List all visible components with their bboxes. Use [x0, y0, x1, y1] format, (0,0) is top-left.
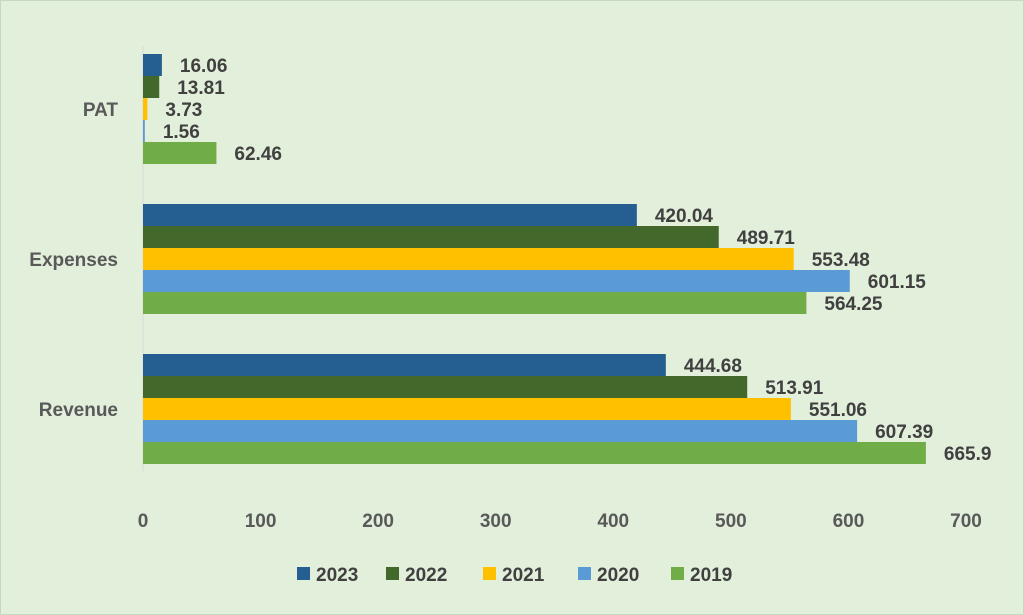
legend-swatch-2023	[297, 567, 310, 580]
legend-swatch-2022	[386, 567, 399, 580]
data-label-pat-2019: 62.46	[234, 144, 282, 165]
data-label-revenue-2023: 444.68	[684, 356, 742, 377]
data-label-expenses-2021: 553.48	[812, 250, 870, 271]
bar-expenses-2023	[143, 204, 637, 226]
data-label-revenue-2022: 513.91	[765, 378, 824, 399]
legend-label-2019: 2019	[690, 565, 732, 586]
x-tick-label: 700	[950, 511, 982, 532]
x-tick-label: 0	[138, 511, 149, 532]
legend-label-2022: 2022	[405, 565, 447, 586]
bar-revenue-2020	[143, 420, 858, 442]
legend-label-2020: 2020	[597, 565, 639, 586]
bar-pat-2023	[143, 54, 162, 76]
x-tick-label: 600	[833, 511, 865, 532]
x-tick-label: 500	[715, 511, 747, 532]
data-label-expenses-2020: 601.15	[868, 272, 927, 293]
x-tick-label: 400	[597, 511, 629, 532]
bar-pat-2022	[143, 76, 160, 98]
bar-revenue-2019	[143, 442, 926, 464]
data-label-pat-2023: 16.06	[180, 56, 228, 77]
data-label-pat-2021: 3.73	[165, 100, 202, 121]
bar-expenses-2021	[143, 248, 794, 270]
category-label-expenses: Expenses	[29, 250, 118, 271]
legend-label-2023: 2023	[316, 565, 358, 586]
data-label-pat-2020: 1.56	[163, 122, 200, 143]
data-label-pat-2022: 13.81	[177, 78, 225, 99]
data-label-revenue-2021: 551.06	[809, 400, 867, 421]
data-label-expenses-2023: 420.04	[655, 206, 714, 227]
bar-pat-2019	[143, 142, 217, 164]
legend-label-2021: 2021	[502, 565, 545, 586]
x-tick-label: 200	[362, 511, 394, 532]
data-label-expenses-2019: 564.25	[824, 294, 883, 315]
bar-pat-2021	[143, 98, 148, 120]
bar-revenue-2023	[143, 354, 666, 376]
data-label-revenue-2019: 665.9	[944, 444, 992, 465]
bar-pat-2020	[143, 120, 145, 142]
bar-revenue-2021	[143, 398, 791, 420]
bar-revenue-2022	[143, 376, 748, 398]
data-label-revenue-2020: 607.39	[875, 422, 933, 443]
legend-swatch-2020	[578, 567, 591, 580]
x-tick-label: 100	[245, 511, 277, 532]
bar-expenses-2022	[143, 226, 719, 248]
data-label-expenses-2022: 489.71	[737, 228, 796, 249]
bar-expenses-2020	[143, 270, 850, 292]
category-label-pat: PAT	[83, 100, 119, 121]
legend-swatch-2019	[671, 567, 684, 580]
bar-expenses-2019	[143, 292, 807, 314]
legend-swatch-2021	[483, 567, 496, 580]
category-label-revenue: Revenue	[39, 400, 118, 421]
x-tick-label: 300	[480, 511, 512, 532]
